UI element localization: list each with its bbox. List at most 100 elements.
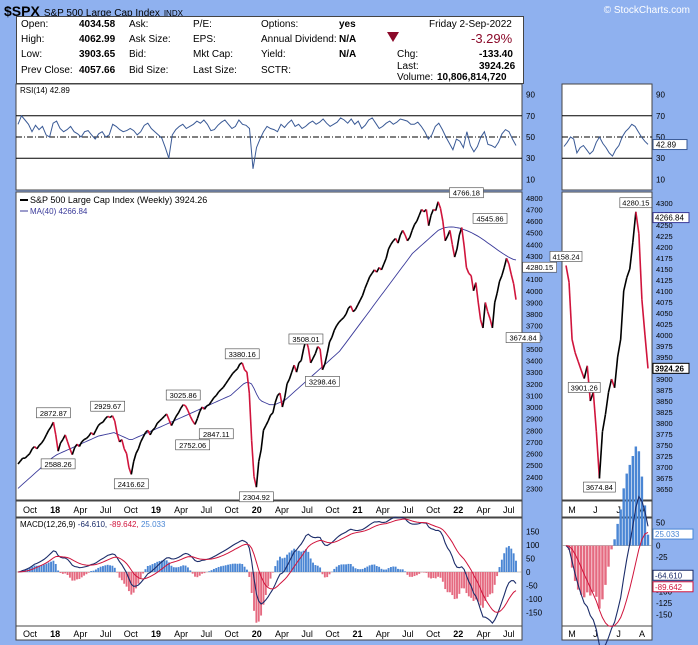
price-line-seg [182,403,186,407]
macd-hist-bar [340,564,343,572]
price-line-seg [279,392,284,408]
macd-daily-tick-label: 50 [656,519,665,528]
macd-hist-bar [385,569,388,572]
macd-hist-bar [151,564,154,572]
macd-hist-bar [222,565,225,572]
macd-legend-part: -89.642, [109,520,141,529]
price-line-seg [411,224,416,231]
macd-hist-bar [401,569,404,572]
price-line-seg [43,434,48,440]
price-line-seg [380,263,385,271]
price-line-seg [343,313,347,318]
macd-x-label: Apr [73,629,87,639]
price-line-seg [199,406,203,413]
macd-hist-bar [47,562,50,572]
price-line-seg [434,201,439,211]
price-x-label: Apr [73,505,87,515]
price-daily-line-seg [577,361,582,371]
price-line-seg [312,353,317,359]
price-annotation: 2416.62 [118,480,145,489]
macd-hist-bar [493,572,496,585]
macd-hist-bar [127,572,130,592]
price-daily-line-seg [565,265,570,283]
price-line-seg [26,452,31,457]
macd-hist-bar [434,572,437,579]
macd-hist-bar [274,566,277,572]
price-x-label: Jul [201,505,213,515]
price-daily-annotation-box [549,251,583,262]
price-annotation-box [305,376,340,387]
price-line-seg [85,435,90,439]
price-daily-tick-label: 4100 [656,287,673,296]
macd-hist-bar [321,572,324,575]
macd-hist-bar [40,565,43,572]
macd-hist-bar [276,560,279,572]
price-daily-line-seg [613,356,619,388]
ma-last-value: 4266.84 [655,214,684,223]
macd-hist-bar [54,563,57,572]
price-daily-tick-label: 4250 [656,221,673,230]
price-line-seg [272,402,277,414]
price-x-label: Oct [124,505,139,515]
price-daily-annotation: 4158.24 [552,252,579,261]
price-line-seg [78,441,83,447]
price-daily-annotation: 3674.84 [586,483,613,492]
price-tick-label: 4800 [526,194,543,203]
macd-hist-bar [503,553,506,572]
price-annotation-box [505,332,541,343]
down-triangle-icon [387,32,399,42]
price-annotation-box [449,187,484,199]
price-line-seg [333,325,338,331]
price-annotation: 4766.18 [453,189,480,198]
macd-daily-hist-bar [619,509,622,546]
macd-daily-signal-line [565,531,649,627]
price-line-seg [340,316,345,321]
price-line-seg [215,391,220,396]
macd-x-label: Jul [100,629,112,639]
price-daily-tick-label: 3950 [656,353,673,362]
macd-hist-bar [366,566,369,572]
price-annotation-box [40,458,76,470]
price-line-seg [475,282,480,303]
price-line-seg [269,412,274,416]
price-tick-label: 4600 [526,217,543,226]
macd-hist-bar [241,563,244,572]
macd-x-label: 18 [50,629,60,639]
price-line-seg [246,372,251,394]
price-line-seg [338,319,342,323]
macd-hist-bar [186,567,189,572]
price-line-seg [486,311,491,319]
macd-daily-hist-bar [573,545,577,581]
price-line-seg [187,410,192,417]
eps-label: EPS: [193,34,216,45]
open-value: 4034.58 [79,19,116,30]
macd-x-label: Oct [225,629,240,639]
volume-label: Volume: [397,72,434,83]
price-annotation: 2752.06 [179,441,206,450]
macd-hist-bar [489,572,491,595]
price-annotation-box [113,478,149,490]
macd-hist-bar [106,564,109,572]
macd-hist-bar [38,565,41,572]
price-line-seg [100,421,104,425]
price-daily-line-seg [607,378,613,393]
price-line-seg [19,457,24,462]
rsi-tick-label: 10 [526,175,535,184]
macd-hist-bar [427,572,430,578]
price-x-label: Apr [174,505,188,515]
macd-hist-bar [316,565,319,572]
price-last-value: 3924.26 [655,364,684,373]
price-daily-line-seg [625,268,631,279]
macd-hist-bar [43,564,45,572]
macd-hist-bar [113,567,116,572]
rsi-tick-label: 50 [526,133,535,142]
price-line-seg [324,353,328,365]
price-line-seg [225,379,229,385]
macd-hist-bar [333,568,336,572]
price-daily-tick-label: 4150 [656,265,673,274]
macd-daily-hist-bar [640,476,644,546]
macd-xaxis-strip [15,625,523,641]
macd-x-label: Jul [301,629,313,639]
price-daily-line-seg [635,211,640,234]
macd-hist-bar [448,572,451,593]
